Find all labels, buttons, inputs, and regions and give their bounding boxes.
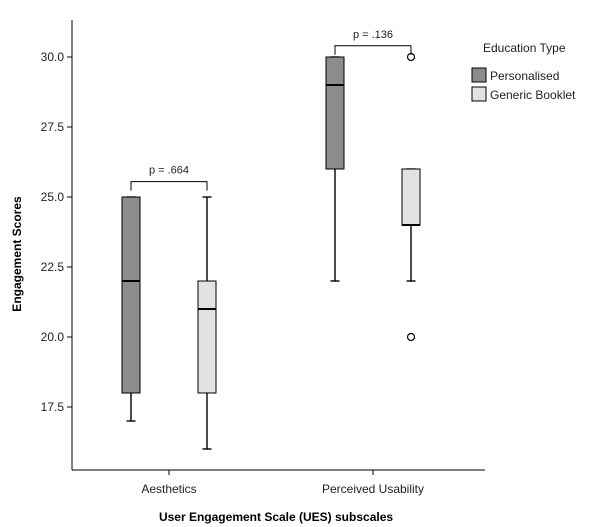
y-tick-label: 20.0 <box>41 330 65 344</box>
box <box>325 56 345 282</box>
x-axis-title: User Engagement Scale (UES) subscales <box>159 510 393 524</box>
legend-item: Personalised <box>471 67 559 83</box>
series-generic-booklet <box>197 52 421 450</box>
x-category-label: Perceived Usability <box>322 482 424 496</box>
iqr-box <box>401 168 421 226</box>
y-tick-label: 17.5 <box>41 400 65 414</box>
iqr-box <box>325 56 345 170</box>
legend-swatch <box>471 86 487 102</box>
p-value-label: p = .664 <box>149 165 189 177</box>
legend-label: Generic Booklet <box>490 88 576 102</box>
legend-label: Personalised <box>490 69 559 83</box>
legend-swatch <box>471 67 487 83</box>
x-category-label: Aesthetics <box>141 482 196 496</box>
iqr-box <box>121 196 141 394</box>
iqr-box <box>197 280 217 394</box>
legend-items: Personalised Generic Booklet <box>471 67 576 102</box>
y-tick-label: 25.0 <box>41 190 65 204</box>
box <box>121 196 141 422</box>
series-personalised <box>121 56 345 422</box>
axes <box>71 20 485 471</box>
p-value-label: p = .136 <box>353 29 393 41</box>
box <box>197 196 217 450</box>
significance-bracket: p = .136 <box>334 29 412 55</box>
y-tick-label: 27.5 <box>41 120 65 134</box>
y-ticks: 17.5 20.0 22.5 25.0 27.5 30.0 <box>41 50 72 414</box>
legend: Education Type Personalised Generic Bookl… <box>471 41 576 102</box>
bracket-line <box>334 45 412 55</box>
x-ticks: Aesthetics Perceived Usability <box>141 470 424 496</box>
bracket-line <box>130 181 208 191</box>
box-series <box>121 52 421 450</box>
y-tick-label: 22.5 <box>41 260 65 274</box>
significance-bracket: p = .664 <box>130 165 208 191</box>
legend-title: Education Type <box>483 41 566 55</box>
box <box>401 52 421 342</box>
legend-item: Generic Booklet <box>471 86 576 102</box>
significance-annotations: p = .664 p = .136 <box>130 29 412 191</box>
y-tick-label: 30.0 <box>41 50 65 64</box>
y-axis-title: Engagement Scores <box>10 196 24 312</box>
outlier-point <box>406 332 416 342</box>
